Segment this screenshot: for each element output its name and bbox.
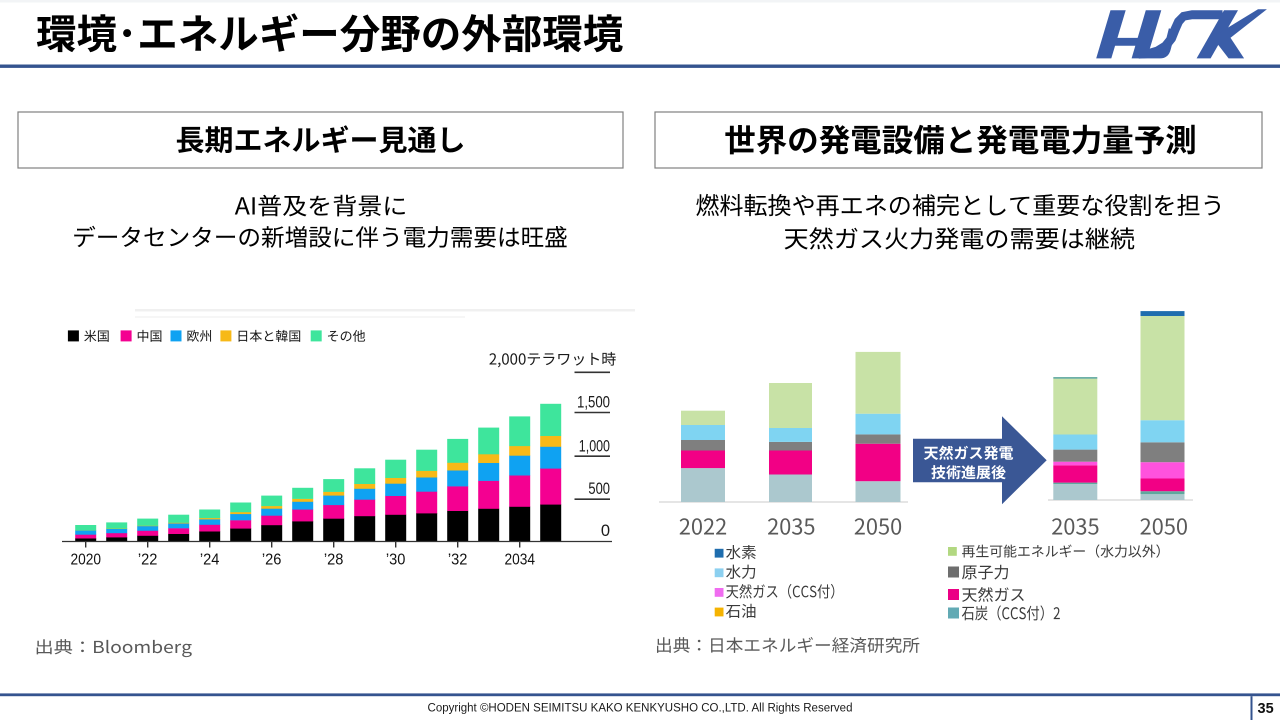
svg-text:’28: ’28 xyxy=(324,552,344,569)
svg-text:’30: ’30 xyxy=(386,552,406,569)
svg-text:35: 35 xyxy=(1258,701,1274,717)
svg-text:Copyright ©HODEN SEIMITSU KAKO: Copyright ©HODEN SEIMITSU KAKO KENKYUSHO… xyxy=(428,703,853,715)
svg-text:1,500: 1,500 xyxy=(577,394,610,412)
svg-text:’32: ’32 xyxy=(448,552,468,569)
svg-text:0: 0 xyxy=(601,522,610,540)
svg-text:2034: 2034 xyxy=(505,552,536,569)
svg-text:2020: 2020 xyxy=(71,552,102,569)
svg-text:500: 500 xyxy=(588,480,610,498)
svg-text:’22: ’22 xyxy=(138,552,158,569)
svg-text:’26: ’26 xyxy=(262,552,282,569)
svg-text:’24: ’24 xyxy=(200,552,220,569)
svg-text:1,000: 1,000 xyxy=(579,437,610,455)
